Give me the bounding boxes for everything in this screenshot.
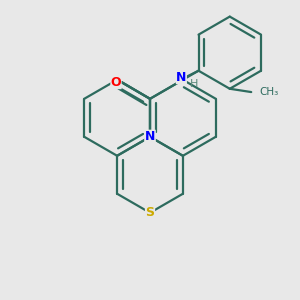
Text: H: H (190, 79, 198, 89)
Text: N: N (176, 71, 187, 84)
Text: S: S (146, 206, 154, 219)
Text: O: O (111, 76, 121, 89)
Text: CH₃: CH₃ (260, 87, 279, 97)
Text: N: N (145, 130, 155, 143)
